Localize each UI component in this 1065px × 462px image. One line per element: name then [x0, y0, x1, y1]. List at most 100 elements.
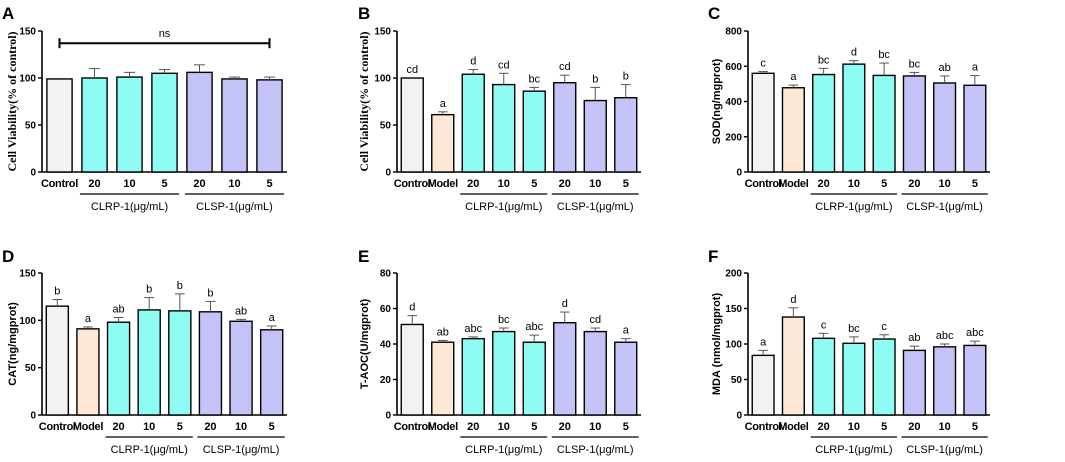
significance-letter: a	[790, 71, 797, 83]
y-axis-title: T-AOC(U/mgprot)	[359, 298, 371, 389]
panel-a-letter: A	[2, 4, 14, 23]
bar	[400, 77, 424, 173]
bar	[431, 341, 455, 416]
x-tick-label: 5	[161, 178, 167, 190]
significance-letter: b	[207, 287, 213, 299]
group-label: CLSP-1(μg/mL)	[557, 444, 634, 456]
bar	[933, 346, 957, 416]
significance-letter: c	[821, 319, 827, 331]
x-tick-label: 20	[204, 421, 216, 433]
significance-letter: a	[972, 62, 979, 74]
x-tick-label: Model	[73, 421, 104, 433]
significance-letter: cd	[406, 64, 418, 76]
x-tick-label: 20	[818, 178, 830, 190]
y-tick-label: 150	[19, 269, 36, 280]
x-tick-label: Control	[394, 178, 431, 190]
y-tick-label: 0	[736, 411, 742, 422]
significance-letter: a	[440, 98, 447, 110]
y-axis-title: Cell Viability(% of control)	[357, 31, 371, 171]
significance-letter: a	[760, 336, 767, 348]
bar	[751, 72, 775, 173]
bar	[45, 305, 70, 416]
x-tick-label: 20	[818, 421, 830, 433]
bar	[259, 329, 284, 416]
y-axis-title: SOD(ng/mgprot)	[711, 58, 723, 144]
group-label: CLSP-1(μg/mL)	[906, 201, 983, 213]
x-tick-label: Model	[778, 178, 809, 190]
group-label: CLSP-1(μg/mL)	[557, 201, 634, 213]
bar	[168, 310, 192, 416]
x-tick-label: 5	[972, 421, 978, 433]
x-tick-label: 5	[623, 178, 629, 190]
bar	[781, 87, 805, 173]
y-tick-label: 800	[725, 27, 742, 38]
significance-letter: d	[409, 302, 415, 314]
bar	[116, 76, 143, 173]
bar	[842, 63, 866, 173]
significance-letter: d	[851, 47, 857, 59]
bar	[614, 341, 638, 416]
panel-e: E 0 20 40 60 80 T-AOC(U/mgprot) d Control ab Mode…	[358, 247, 641, 456]
x-tick-label: Control	[394, 421, 431, 433]
x-tick-label: 10	[939, 178, 951, 190]
bar	[492, 83, 516, 173]
y-axis-title: CAT(ng/mgprot)	[7, 302, 19, 386]
x-tick-label: 10	[939, 421, 951, 433]
significance-letter: ab	[939, 62, 951, 74]
group-label: CLRP-1(μg/mL)	[815, 444, 892, 456]
significance-letter: a	[85, 313, 92, 325]
bar	[963, 84, 987, 173]
y-tick-label: 100	[725, 340, 742, 351]
y-tick-label: 60	[380, 304, 392, 315]
panel-c-chart: 0 200 400 600 800 SOD(ng/mgprot) c Control a Mode…	[711, 27, 990, 213]
y-tick-label: 400	[725, 97, 742, 108]
significance-letter: d	[790, 294, 796, 306]
bar	[461, 337, 485, 416]
x-tick-label: 20	[112, 421, 124, 433]
x-tick-label: 20	[467, 178, 479, 190]
significance-letter: ab	[437, 326, 449, 338]
bar	[221, 78, 248, 173]
significance-letter: bc	[528, 73, 540, 85]
x-tick-label: Control	[745, 178, 782, 190]
panel-f: F 0 50 100 150 200 MDA (nmol/mgprot) a Control d…	[708, 247, 990, 456]
significance-letter: abc	[936, 330, 954, 342]
bar	[812, 337, 836, 416]
group-label: CLRP-1(μg/mL)	[111, 444, 188, 456]
x-tick-label: 20	[559, 178, 571, 190]
y-tick-label: 0	[385, 411, 391, 422]
x-tick-label: Control	[41, 178, 78, 190]
x-tick-label: 10	[228, 178, 240, 190]
bar	[963, 344, 987, 416]
group-label: CLRP-1(μg/mL)	[465, 201, 542, 213]
significance-letter: b	[592, 73, 598, 85]
y-tick-label: 150	[725, 304, 742, 315]
bar	[614, 97, 638, 173]
x-tick-label: 10	[235, 421, 247, 433]
ns-label: ns	[159, 28, 171, 40]
significance-letter: a	[269, 312, 276, 324]
bar	[812, 73, 836, 173]
x-tick-label: 5	[881, 421, 887, 433]
bar	[933, 82, 957, 173]
bar	[492, 330, 516, 416]
y-tick-label: 50	[25, 363, 37, 374]
group-label: CLRP-1(μg/mL)	[465, 444, 542, 456]
significance-letter: c	[760, 58, 766, 70]
significance-letter: ab	[112, 303, 124, 315]
bar	[902, 75, 926, 173]
bar	[872, 74, 896, 173]
x-tick-label: 5	[623, 421, 629, 433]
x-tick-label: 10	[498, 178, 510, 190]
significance-letter: cd	[498, 59, 510, 71]
panel-e-chart: 0 20 40 60 80 T-AOC(U/mgprot) d Control ab Model a…	[359, 269, 641, 456]
x-tick-label: 20	[467, 421, 479, 433]
panel-d: D 0 50 100 150 CAT(ng/mgprot) b Control a Model a…	[2, 247, 287, 456]
significance-letter: bc	[498, 314, 510, 326]
y-tick-label: 200	[725, 132, 742, 143]
significance-letter: d	[562, 298, 568, 310]
